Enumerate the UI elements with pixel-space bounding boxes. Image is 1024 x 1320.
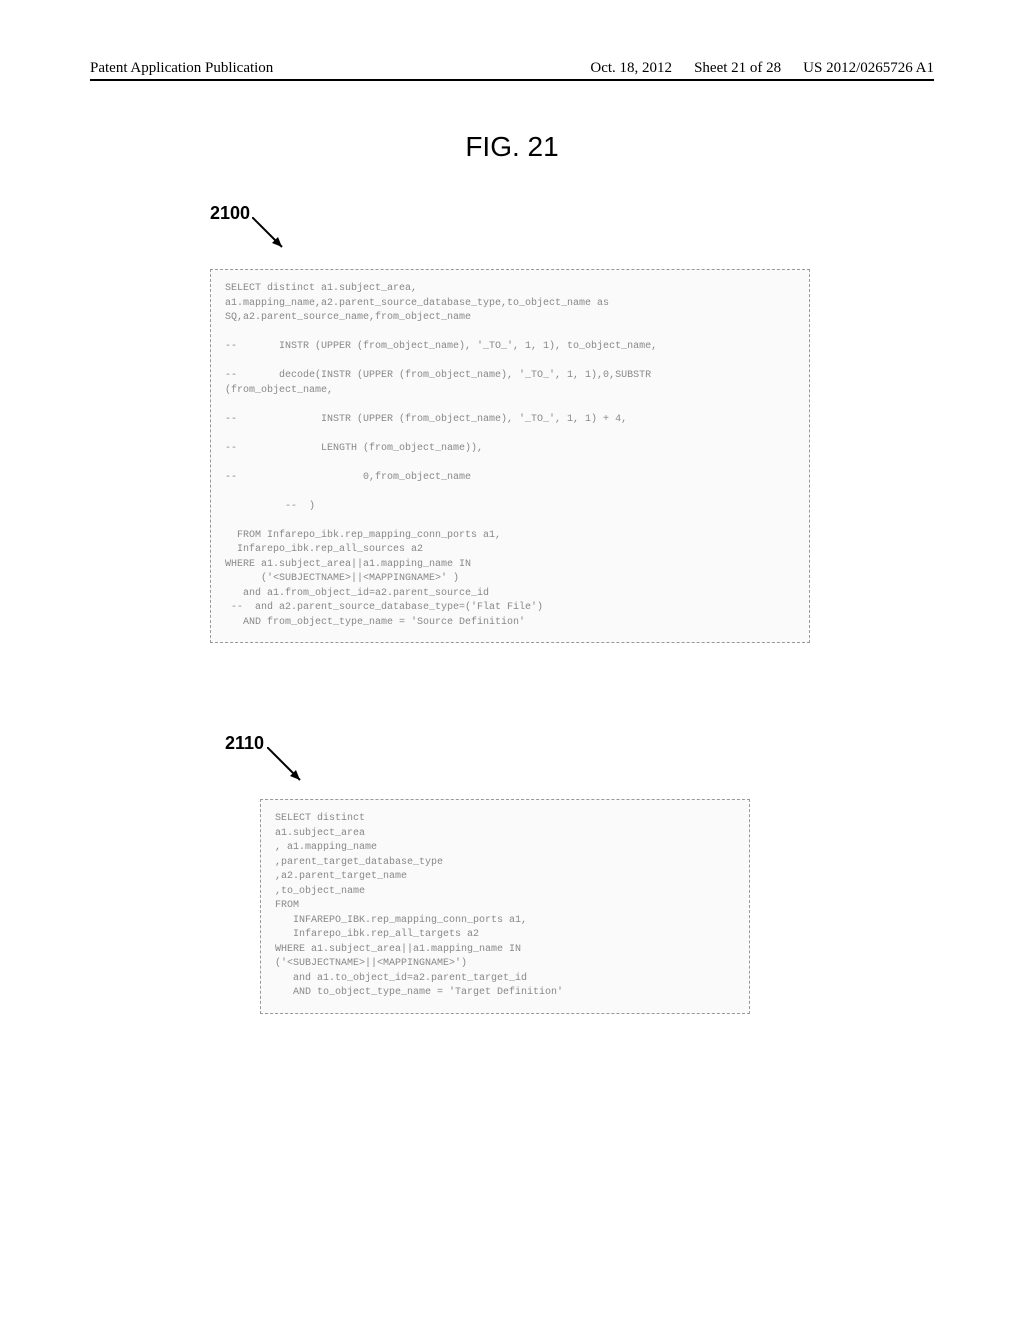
code-box-2100: SELECT distinct a1.subject_area, a1.mapp… [210, 269, 810, 643]
header-sheet: Sheet 21 of 28 [694, 60, 781, 77]
reference-number-2110: 2110 [225, 733, 934, 754]
header-publication-type: Patent Application Publication [90, 60, 273, 77]
page-container: Patent Application Publication Oct. 18, … [0, 0, 1024, 1320]
code-box-2110: SELECT distinct a1.subject_area , a1.map… [260, 799, 750, 1014]
header-pubno: US 2012/0265726 A1 [803, 60, 934, 77]
reference-2100-block: 2100 [210, 203, 934, 224]
page-header: Patent Application Publication Oct. 18, … [90, 60, 934, 81]
reference-2110-block: 2110 [225, 733, 934, 754]
arrow-icon [252, 217, 302, 267]
arrow-icon [267, 747, 322, 802]
figure-title: FIG. 21 [90, 131, 934, 163]
header-date: Oct. 18, 2012 [590, 60, 672, 77]
reference-number-2100: 2100 [210, 203, 934, 224]
header-right-group: Oct. 18, 2012 Sheet 21 of 28 US 2012/026… [590, 60, 934, 77]
